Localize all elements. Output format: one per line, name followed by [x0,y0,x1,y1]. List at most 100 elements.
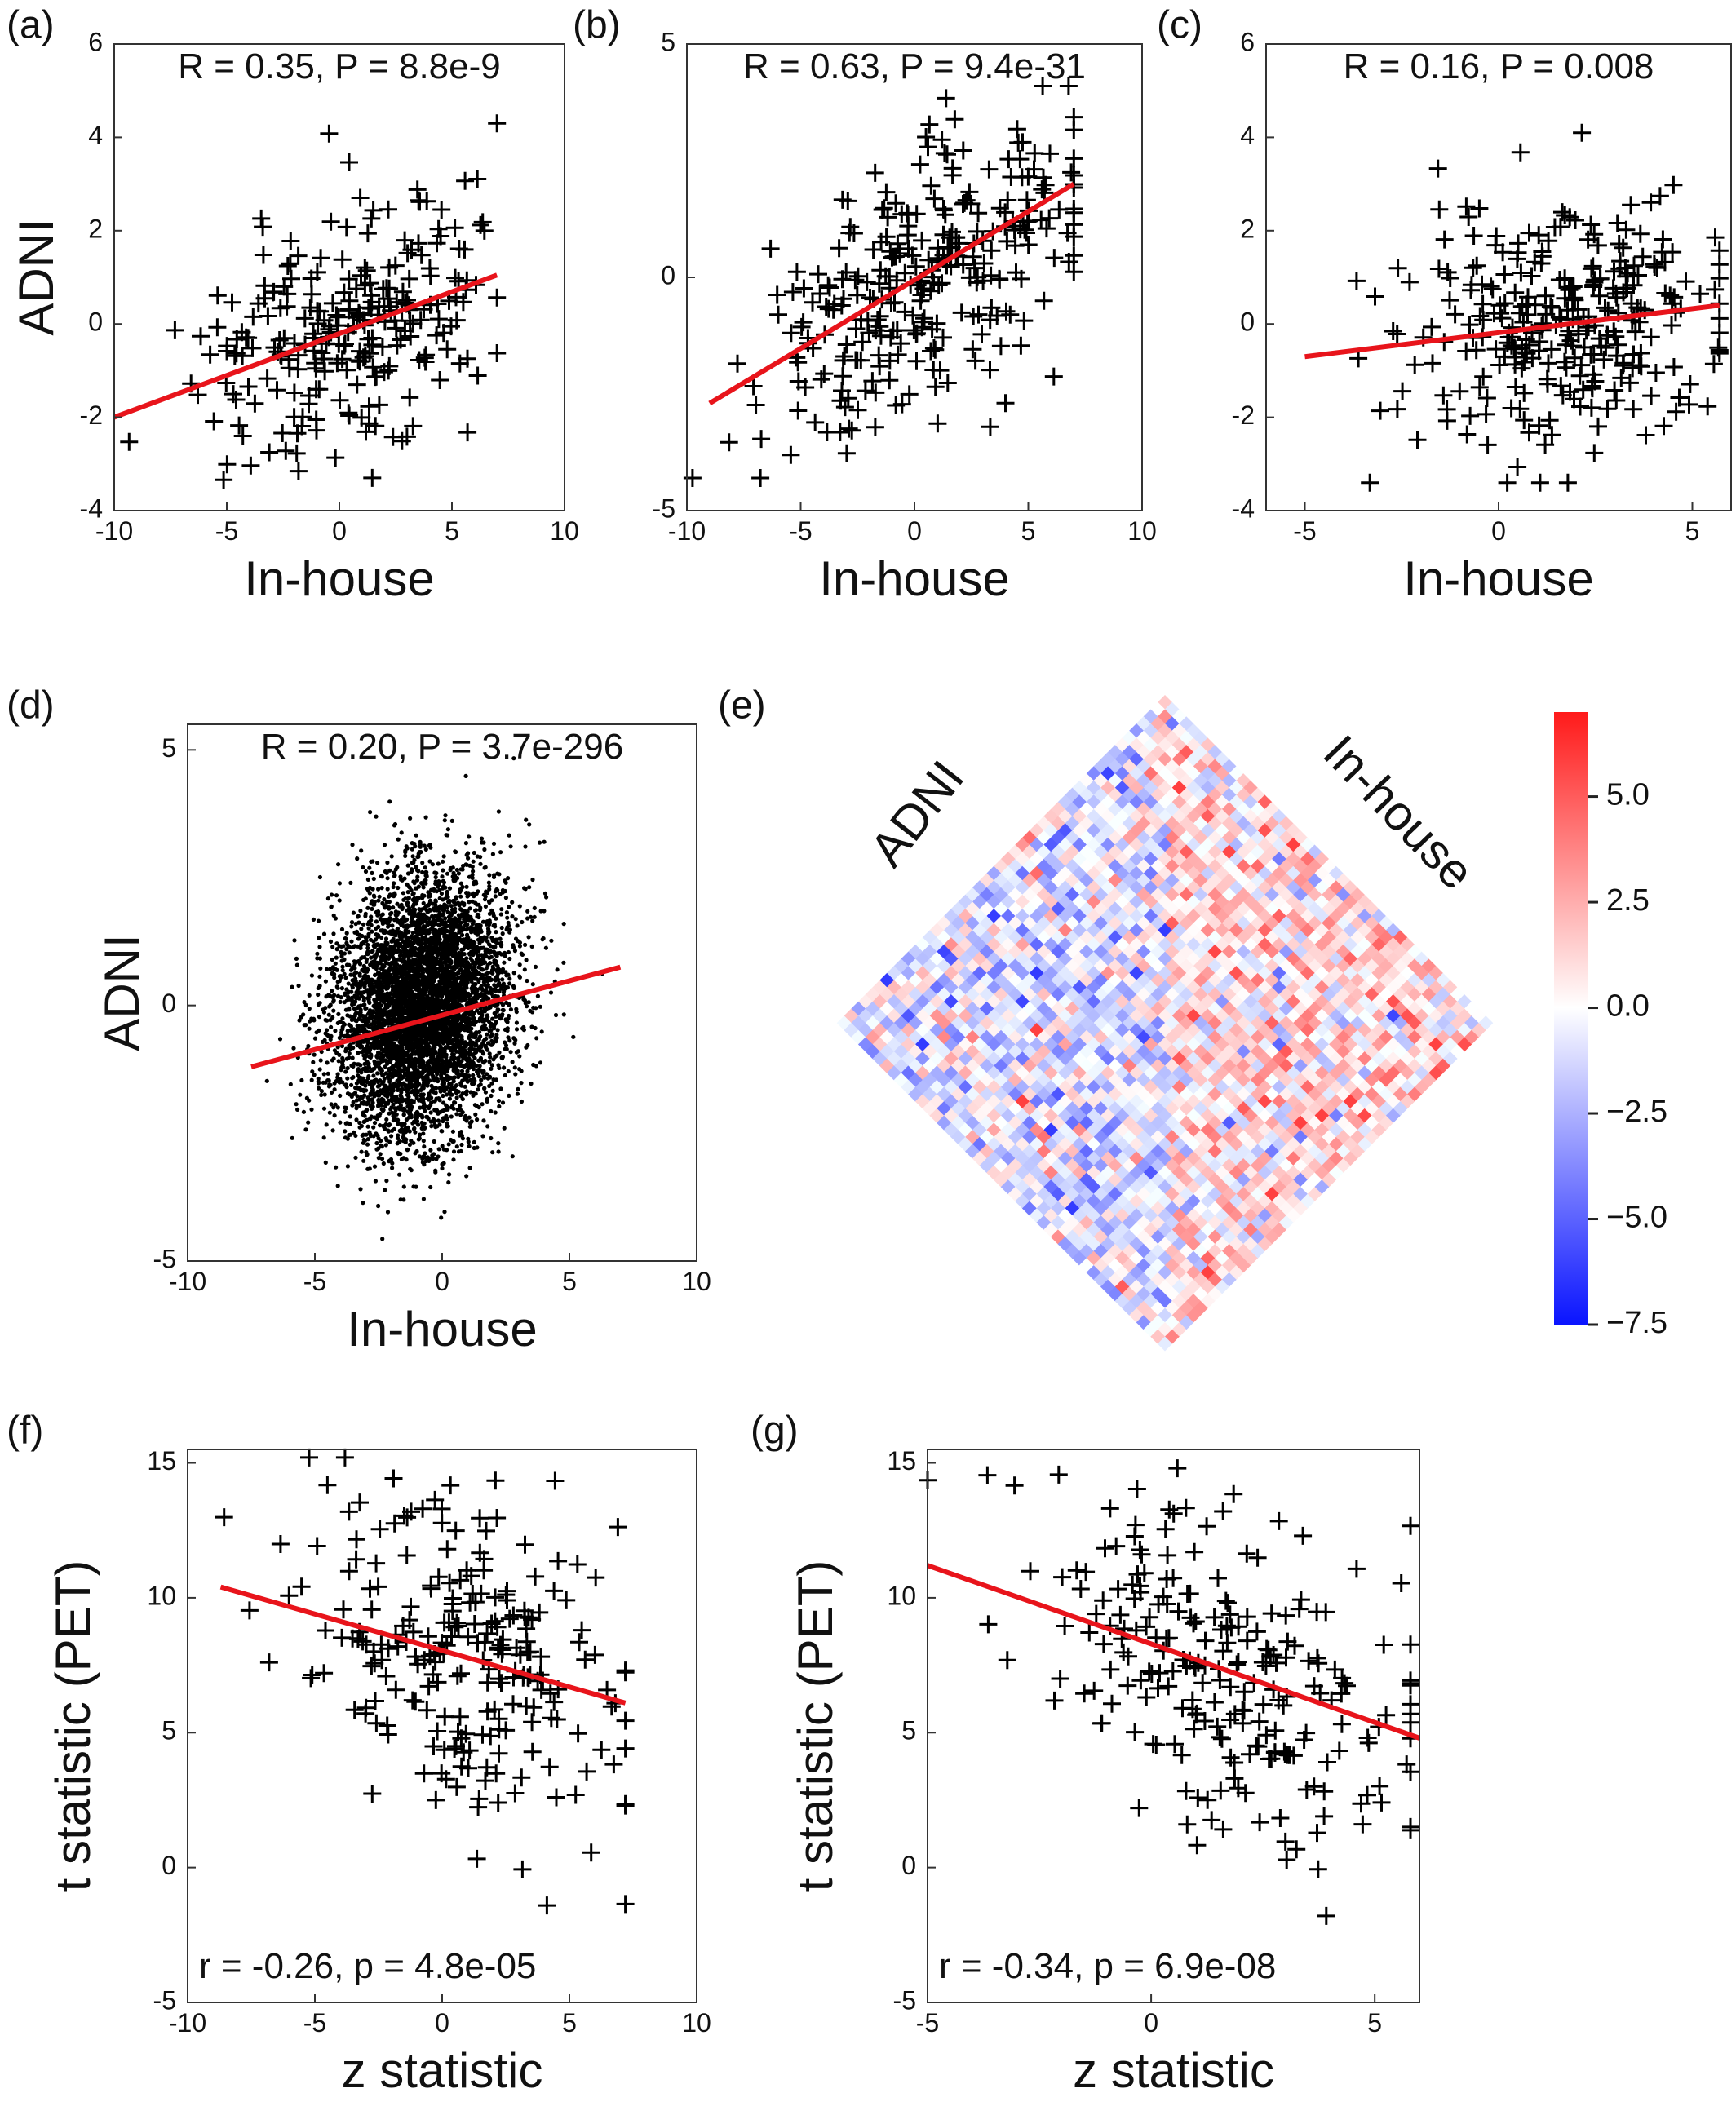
data-point [241,456,260,475]
data-point [340,964,345,969]
data-point [329,905,334,909]
data-point [1508,458,1527,476]
data-point [870,357,889,376]
data-point [371,1125,376,1130]
data-point [271,299,290,317]
data-point [371,893,376,898]
data-point [471,891,476,896]
data-point [549,938,554,943]
data-point [498,892,503,896]
data-point [512,971,516,976]
x-tick-label: -5 [1293,516,1316,546]
data-point [442,317,460,336]
data-point [543,945,549,950]
data-point [496,1099,502,1104]
data-point [396,837,401,842]
data-point [337,218,356,237]
data-point [377,894,382,899]
data-point [535,993,541,998]
data-point [937,89,955,108]
data-point [353,1006,358,1011]
data-point [474,1064,479,1069]
data-point [239,378,258,396]
data-point [464,852,469,857]
data-point [329,1102,334,1107]
data-point [455,240,474,259]
data-point [120,432,139,451]
data-point [1017,191,1036,210]
data-point [506,1069,511,1074]
data-point [835,398,854,417]
data-point [288,1082,293,1086]
data-point [323,294,342,312]
y-tick-label: -5 [653,493,675,523]
data-point [794,313,813,332]
data-point [502,1126,507,1131]
data-point [339,927,345,931]
data-point [488,344,507,362]
data-point [311,1060,316,1064]
data-point [494,916,498,921]
data-point [312,249,330,268]
x-tick-label: -5 [215,516,238,546]
data-point [356,1051,361,1055]
data-point [361,865,365,870]
data-point [480,1102,485,1107]
data-point [1408,431,1427,449]
data-point [338,361,356,379]
data-point [873,201,892,219]
data-point [1458,425,1477,444]
data-point [1526,295,1544,314]
data-point [804,293,822,312]
data-point [882,294,901,312]
y-tick-label: 0 [88,308,103,337]
data-point [1539,232,1558,250]
data-point [1607,347,1626,365]
data-point [361,274,379,293]
data-point [343,1069,348,1074]
data-point [470,872,475,878]
data-point [507,1013,512,1019]
data-point [840,223,859,242]
data-point [919,250,938,269]
data-point [472,1077,476,1082]
data-point [1481,277,1500,296]
data-point [237,328,255,347]
data-point [517,975,523,980]
data-point [333,350,352,369]
data-point [887,194,906,213]
data-point [1607,392,1626,409]
data-point [1691,285,1709,303]
data-point [1045,249,1064,268]
data-point [354,1117,359,1122]
data-point [410,931,415,936]
data-point [445,895,450,900]
data-point [330,1015,335,1020]
data-point [385,1100,391,1105]
data-point [1656,284,1675,303]
data-point [362,209,381,228]
data-point [437,1122,442,1127]
data-point [472,850,476,856]
data-point [1044,367,1063,386]
data-point [934,200,953,218]
data-point [388,336,406,355]
data-point [440,1161,445,1166]
data-point [328,316,347,335]
data-point [1065,263,1083,281]
data-points [120,114,507,489]
data-point [275,277,294,296]
data-point [375,1071,380,1076]
data-point [744,377,763,396]
data-point [1539,354,1557,373]
data-point [896,263,914,282]
data-point [296,983,301,989]
data-point [433,874,438,880]
data-point [821,278,839,297]
data-point [333,1029,338,1033]
data-point [316,918,321,923]
data-point [1464,259,1482,277]
data-point [875,199,893,218]
data-point [853,333,872,352]
